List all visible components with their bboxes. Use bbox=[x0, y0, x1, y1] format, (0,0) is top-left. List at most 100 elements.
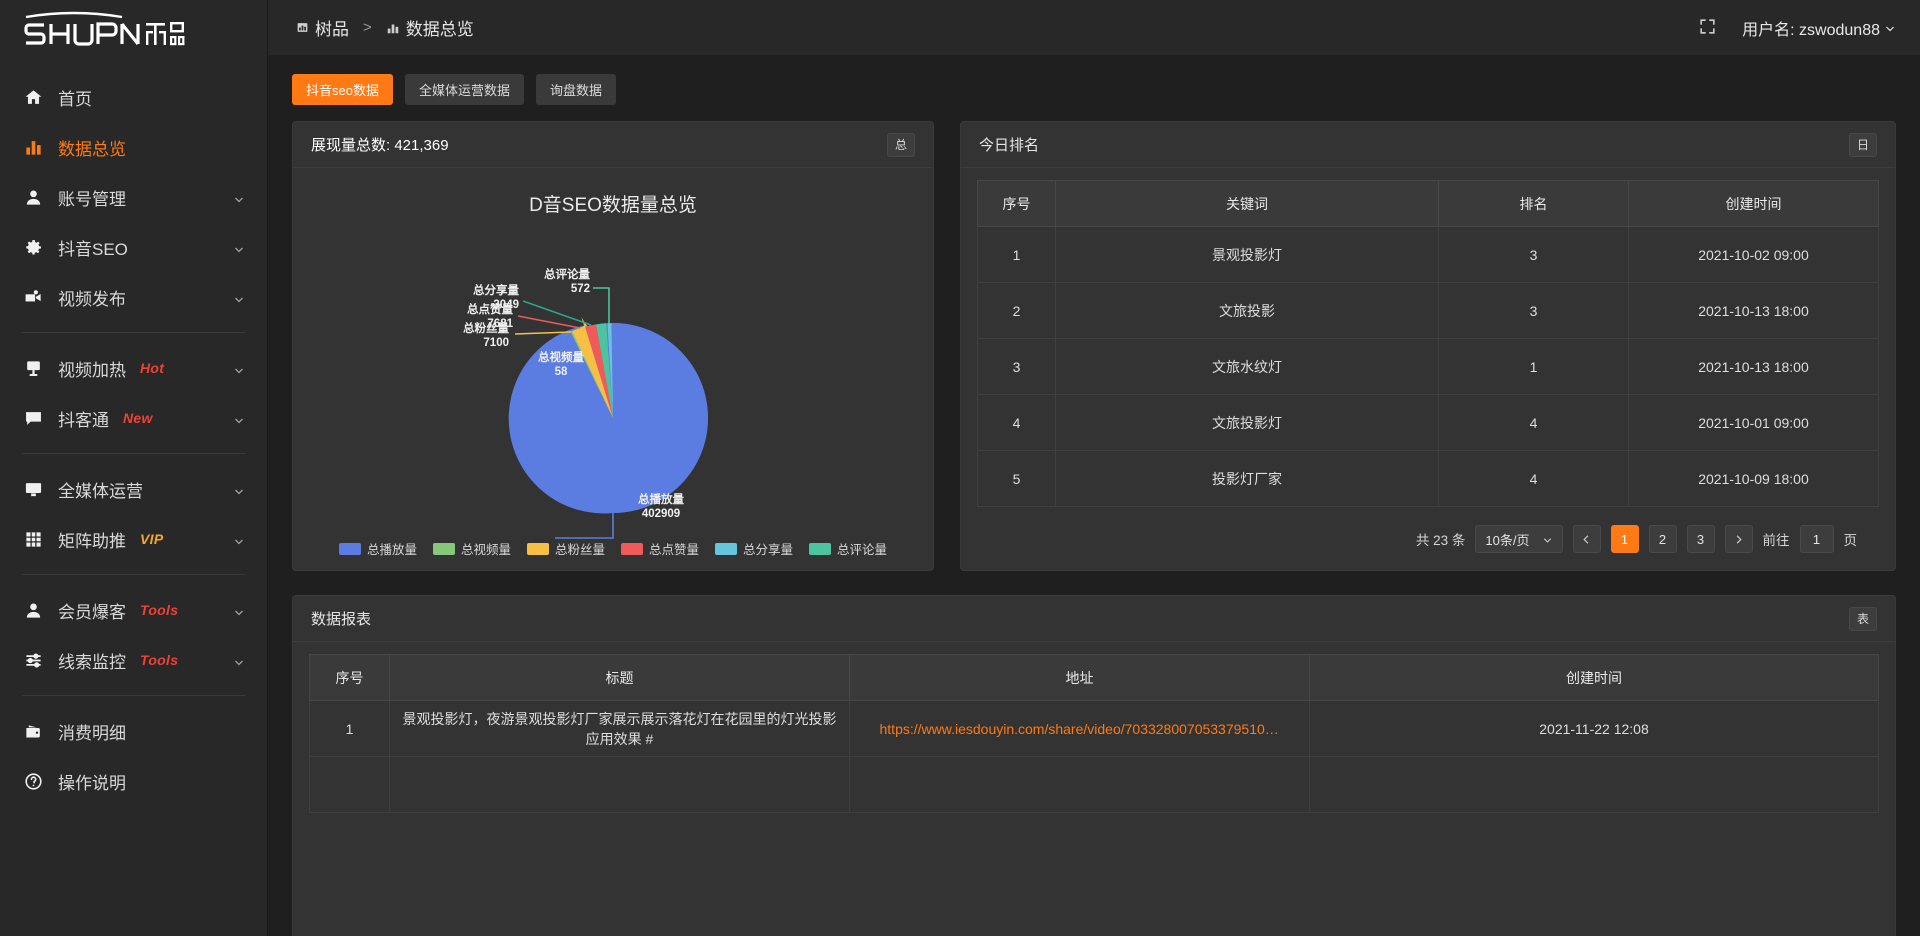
tab-omnimedia[interactable]: 全媒体运营数据 bbox=[404, 74, 524, 105]
sidebar-item-label: 视频加热 bbox=[58, 360, 126, 380]
overview-total-badge[interactable]: 总 bbox=[886, 132, 915, 157]
home-icon bbox=[22, 86, 44, 108]
table-row[interactable]: 4 文旅投影灯 4 2021-10-01 09:00 bbox=[977, 394, 1879, 451]
table-row[interactable]: 5 投影灯厂家 4 2021-10-09 18:00 bbox=[977, 450, 1879, 507]
pie-label-plays-value: 402909 bbox=[642, 508, 680, 520]
legend-swatch bbox=[715, 542, 738, 555]
legend-item-shares[interactable]: 总分享量 bbox=[715, 539, 793, 558]
pie-label-plays-name: 总播放量 bbox=[638, 492, 684, 506]
cell-address: https://www.iesdouyin.com/share/video/70… bbox=[849, 700, 1310, 757]
pie-label-likes-name: 总点赞量 bbox=[467, 302, 513, 316]
tab-inquiry[interactable]: 询盘数据 bbox=[535, 74, 616, 105]
legend-item-comments[interactable]: 总评论量 bbox=[809, 539, 887, 558]
legend-item-videos[interactable]: 总视频量 bbox=[432, 539, 511, 558]
cell-time: 2021-10-13 18:00 bbox=[1628, 338, 1879, 395]
page-size-select[interactable]: 10条/页 bbox=[1475, 525, 1563, 553]
table-row[interactable]: 3 文旅水纹灯 1 2021-10-13 18:00 bbox=[977, 338, 1879, 395]
brand-logo[interactable] bbox=[0, 0, 267, 58]
sidebar-item-data-overview[interactable]: 数据总览 bbox=[0, 122, 267, 172]
legend-label: 总点赞量 bbox=[649, 543, 700, 557]
pagination-total: 共 23 条 bbox=[1415, 533, 1466, 548]
sidebar-item-lead-monitor[interactable]: 线索监控 Tools bbox=[0, 635, 267, 685]
col-title: 标题 bbox=[389, 654, 850, 701]
pagination-prev-button[interactable] bbox=[1572, 525, 1601, 553]
chevron-down-icon bbox=[1542, 534, 1553, 545]
sidebar-item-badge: Tools bbox=[140, 602, 179, 618]
chevron-down-icon bbox=[233, 291, 245, 303]
ranking-table: 序号 关键词 排名 创建时间 1 景观投影灯 3 bbox=[977, 180, 1879, 507]
cell-address bbox=[849, 756, 1310, 813]
sidebar-item-video-publish[interactable]: 视频发布 bbox=[0, 272, 267, 322]
sidebar-item-member-boost[interactable]: 会员爆客 Tools bbox=[0, 585, 267, 635]
cell-time bbox=[1309, 756, 1879, 813]
table-row[interactable]: 2 文旅投影 3 2021-10-13 18:00 bbox=[977, 282, 1879, 339]
ranking-day-badge[interactable]: 日 bbox=[1848, 132, 1877, 157]
sidebar-item-account-management[interactable]: 账号管理 bbox=[0, 172, 267, 222]
cell-title: 景观投影灯，夜游景观投影灯厂家展示展示落花灯在花园里的灯光投影应用效果 # bbox=[389, 700, 850, 757]
cell-keyword: 文旅水纹灯 bbox=[1055, 338, 1439, 395]
top-bar-right: 用户名: zswodun88 bbox=[1698, 16, 1896, 40]
legend-label: 总粉丝量 bbox=[554, 543, 605, 557]
sidebar-item-label: 线索监控 bbox=[58, 652, 126, 672]
sidebar-divider bbox=[22, 332, 245, 333]
sidebar-item-douketong[interactable]: 抖客通 New bbox=[0, 393, 267, 443]
report-table-badge[interactable]: 表 bbox=[1848, 606, 1877, 631]
grid-icon bbox=[22, 528, 44, 550]
chat-icon bbox=[22, 407, 44, 429]
legend-item-plays[interactable]: 总播放量 bbox=[338, 539, 417, 558]
sidebar-item-douyin-seo[interactable]: 抖音SEO bbox=[0, 222, 267, 272]
pie-chart[interactable]: 总评论量 572 总分享量 3049 总点赞量 7681 总粉丝量 7100 总… bbox=[293, 168, 933, 572]
chevron-right-icon bbox=[1736, 534, 1742, 544]
cell-index: 4 bbox=[977, 394, 1056, 451]
cell-time: 2021-10-01 09:00 bbox=[1628, 394, 1879, 451]
cell-rank: 4 bbox=[1438, 450, 1629, 507]
pie-label-comments-value: 572 bbox=[571, 283, 590, 295]
impressions-total-label: 展现量总数: 421,369 bbox=[311, 137, 449, 154]
sidebar-divider bbox=[22, 574, 245, 575]
breadcrumb-separator: > bbox=[363, 19, 372, 36]
pie-leader-lines bbox=[514, 287, 614, 539]
sidebar-item-badge: Tools bbox=[140, 652, 179, 668]
sidebar-item-help[interactable]: 操作说明 bbox=[0, 756, 267, 806]
user-name-label: 用户名: zswodun88 bbox=[1742, 21, 1880, 39]
pagination-goto-unit: 页 bbox=[1843, 533, 1858, 548]
breadcrumb-root[interactable]: 树品 bbox=[296, 15, 349, 40]
legend-item-likes[interactable]: 总点赞量 bbox=[621, 539, 699, 558]
sidebar-item-label: 矩阵助推 bbox=[58, 531, 126, 551]
pagination-page-3[interactable]: 3 bbox=[1686, 525, 1715, 553]
dashboard-icon bbox=[296, 21, 309, 34]
cell-index bbox=[309, 756, 390, 813]
pagination-goto-input[interactable] bbox=[1799, 525, 1834, 553]
sidebar: 首页 数据总览 账号管理 bbox=[0, 0, 268, 936]
sidebar-item-home[interactable]: 首页 bbox=[0, 72, 267, 122]
pie-label-likes-value: 7681 bbox=[487, 318, 513, 330]
tab-douyin-seo[interactable]: 抖音seo数据 bbox=[292, 74, 393, 105]
pagination-next-button[interactable] bbox=[1724, 525, 1753, 553]
ranking-pagination: 共 23 条 10条/页 1 2 bbox=[977, 507, 1879, 553]
legend-item-fans[interactable]: 总粉丝量 bbox=[526, 539, 605, 558]
fullscreen-icon[interactable] bbox=[1698, 17, 1720, 39]
overview-chart-card: 展现量总数: 421,369 总 D音SEO数据量总览 bbox=[292, 121, 934, 571]
pie-label-fans-value: 7100 bbox=[483, 337, 509, 349]
sidebar-item-video-boost[interactable]: 视频加热 Hot bbox=[0, 343, 267, 393]
pagination-goto-label: 前往 bbox=[1762, 533, 1790, 548]
data-report-card: 数据报表 表 序号 标题 地址 创建时间 bbox=[292, 595, 1896, 936]
pagination-page-1[interactable]: 1 bbox=[1610, 525, 1639, 553]
chevron-down-icon bbox=[233, 362, 245, 374]
video-link[interactable]: https://www.iesdouyin.com/share/video/70… bbox=[879, 721, 1280, 738]
sidebar-item-matrix-boost[interactable]: 矩阵助推 VIP bbox=[0, 514, 267, 564]
col-keyword: 关键词 bbox=[1055, 180, 1439, 227]
pagination-page-2[interactable]: 2 bbox=[1648, 525, 1677, 553]
sidebar-item-billing[interactable]: 消费明细 bbox=[0, 706, 267, 756]
table-row[interactable]: 1 景观投影灯 3 2021-10-02 09:00 bbox=[977, 226, 1879, 283]
user-menu[interactable]: 用户名: zswodun88 bbox=[1742, 16, 1896, 40]
cell-keyword: 文旅投影灯 bbox=[1055, 394, 1439, 451]
sidebar-divider bbox=[22, 453, 245, 454]
chevron-down-icon bbox=[233, 191, 245, 203]
table-row[interactable]: 1 景观投影灯，夜游景观投影灯厂家展示展示落花灯在花园里的灯光投影应用效果 # … bbox=[309, 700, 1879, 757]
breadcrumb-current[interactable]: 数据总览 bbox=[386, 15, 474, 40]
ranking-card-title: 今日排名 bbox=[979, 137, 1040, 154]
col-rank: 排名 bbox=[1438, 180, 1629, 227]
table-row[interactable] bbox=[309, 756, 1879, 813]
sidebar-item-omnimedia[interactable]: 全媒体运营 bbox=[0, 464, 267, 514]
